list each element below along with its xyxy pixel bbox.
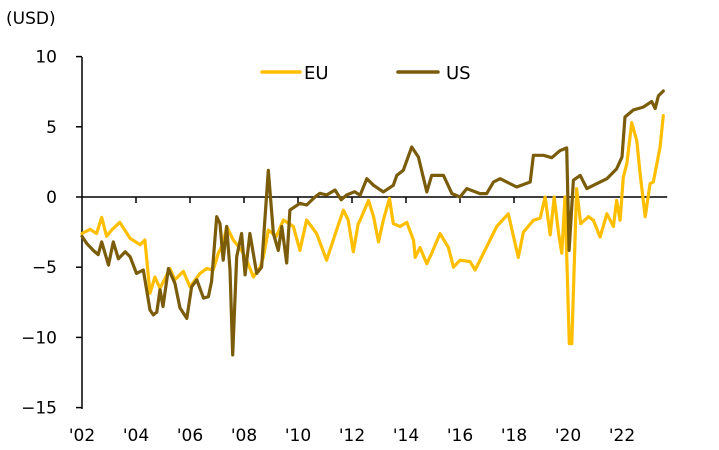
x-tick-label: '18 <box>501 426 527 446</box>
y-axis-label: (USD) <box>6 9 56 29</box>
x-tick-label: '12 <box>339 426 365 446</box>
x-tick-label: '14 <box>393 426 419 446</box>
legend: EU US <box>260 63 471 84</box>
x-tick-label: '22 <box>609 426 635 446</box>
y-tick-label: −15 <box>21 399 57 419</box>
series-line-us <box>80 89 665 357</box>
x-tick-label: '06 <box>177 426 203 446</box>
x-tick-label: '20 <box>555 426 581 446</box>
legend-label-eu: EU <box>304 63 329 84</box>
x-tick-label: '08 <box>231 426 257 446</box>
y-tick-label: 5 <box>46 118 57 138</box>
x-tick-label: '04 <box>123 426 149 446</box>
series-line-eu <box>80 114 665 346</box>
y-tick-label: −10 <box>21 328 57 348</box>
y-tick-label: −5 <box>32 258 57 278</box>
x-tick-label: '02 <box>69 426 95 446</box>
y-tick-label: 10 <box>35 48 57 68</box>
y-tick-label: 0 <box>46 188 57 208</box>
legend-label-us: US <box>446 63 471 84</box>
x-tick-label: '16 <box>447 426 473 446</box>
x-tick-label: '10 <box>285 426 311 446</box>
